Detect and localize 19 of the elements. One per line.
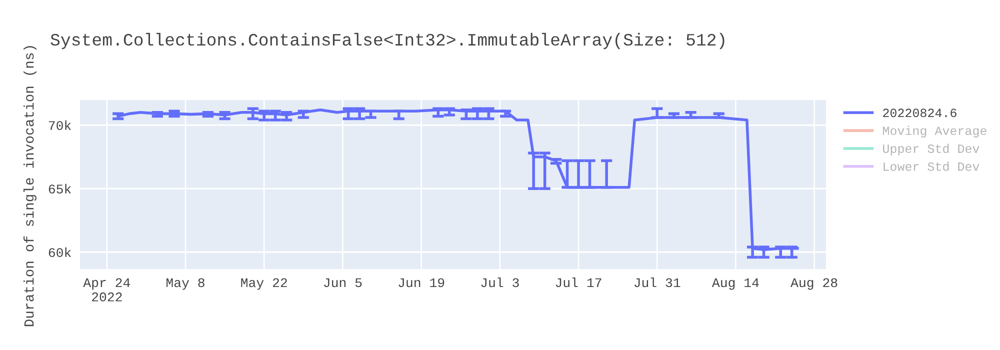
x-tick-label: Jun 5 (324, 278, 362, 288)
y-tick-label: 65k (48, 184, 71, 194)
x-tick-label: May 8 (166, 278, 204, 290)
chart-title: System.Collections.ContainsFalse<Int32>.ImmutableArray(Size: 512) (50, 32, 724, 50)
x-tick-label: Jul 17 (556, 277, 602, 288)
x-tick-label: Apr 24 2022 (83, 278, 130, 302)
x-tick-label: Jul 31 (634, 277, 680, 288)
y-tick-label: 70k (48, 120, 71, 130)
legend-label: Upper Std Dev (883, 144, 980, 156)
y-tick-label: 60k (48, 247, 71, 258)
legend-label: Lower Std Dev (884, 162, 980, 171)
x-tick-label: May 22 (241, 278, 287, 290)
x-tick-label: Aug 28 (790, 278, 838, 290)
x-tick-label: Jul 3 (481, 277, 519, 288)
legend-label: Moving Average (882, 126, 986, 138)
x-tick-label: Aug 14 (712, 278, 759, 290)
legend-label: 20220824.6 (883, 108, 956, 118)
y-axis-title: Duration of single invocation (ns) (24, 46, 36, 326)
x-tick-label: Jun 19 (398, 278, 444, 288)
